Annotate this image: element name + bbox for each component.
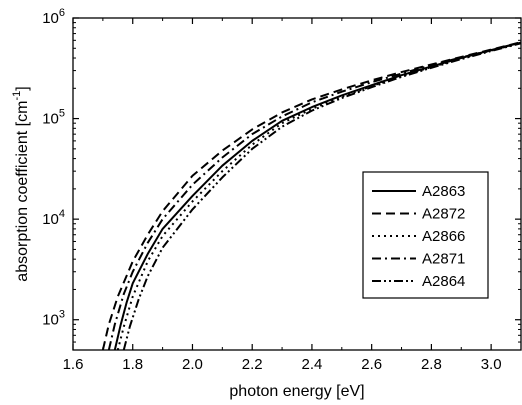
x-tick-label: 1.8 xyxy=(122,356,143,373)
y-tick-label-base: 10 xyxy=(42,312,59,329)
x-tick-label: 1.6 xyxy=(63,356,84,373)
y-tick-label-exponent: 3 xyxy=(59,309,65,321)
y-tick-label-exponent: 6 xyxy=(59,7,65,19)
series-line-A2864 xyxy=(122,42,522,350)
legend: A2863 A2872 A2866 A2871 A2864 xyxy=(362,171,489,299)
plot-frame xyxy=(72,17,522,351)
x-tick-label: 2.8 xyxy=(421,356,442,373)
y-tick-label: 104 xyxy=(42,208,65,228)
series-line-A2866 xyxy=(116,41,522,350)
y-axis-label-main: absorption coefficient [cm xyxy=(14,101,31,282)
y-tick-label-base: 10 xyxy=(42,211,59,228)
legend-label: A2872 xyxy=(422,206,465,223)
y-tick-label-exponent: 4 xyxy=(59,208,65,220)
x-tick-label: 2.4 xyxy=(302,356,323,373)
y-tick-label-base: 10 xyxy=(42,10,59,27)
x-tick-label: 2.2 xyxy=(242,356,263,373)
legend-box xyxy=(362,171,489,299)
curves xyxy=(101,41,522,350)
legend-label: A2871 xyxy=(422,251,465,268)
y-tick-label: 106 xyxy=(42,7,65,27)
x-tick-label: 3.0 xyxy=(481,356,502,373)
x-axis-label: photon energy [eV] xyxy=(229,383,364,400)
legend-label: A2863 xyxy=(422,183,465,200)
y-tick-label: 103 xyxy=(42,309,65,329)
series-line-A2871 xyxy=(107,41,522,350)
x-tick-label: 2.6 xyxy=(361,356,382,373)
y-tick-label-exponent: 5 xyxy=(59,108,65,120)
series-line-A2863 xyxy=(113,41,522,350)
x-axis: 1.6 1.8 2.0 2.2 2.4 2.6 2.8 3.0 xyxy=(63,18,502,373)
y-tick-label-base: 10 xyxy=(42,111,59,128)
x-tick-label: 2.0 xyxy=(182,356,203,373)
legend-label: A2864 xyxy=(422,273,465,290)
y-axis-label-exponent: -1 xyxy=(11,91,23,101)
y-tick-label: 105 xyxy=(42,108,65,128)
y-axis-label: absorption coefficient [cm-1] xyxy=(11,86,31,281)
y-axis-label-end: ] xyxy=(14,86,31,90)
legend-label: A2866 xyxy=(422,228,465,245)
